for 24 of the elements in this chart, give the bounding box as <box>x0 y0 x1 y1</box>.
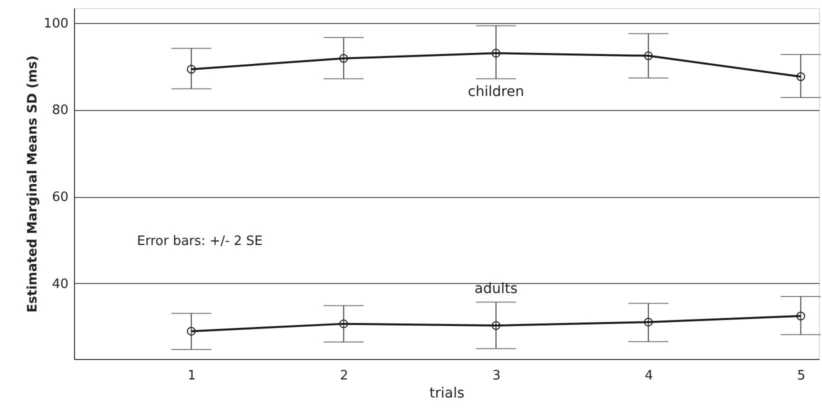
point <box>796 312 806 320</box>
y-tick-label: 80 <box>52 103 68 118</box>
x-tick-label: 4 <box>644 368 654 384</box>
point <box>644 318 653 326</box>
x-axis-title: trials <box>430 386 464 402</box>
x-tick-label: 2 <box>340 368 348 384</box>
y-tick-label: 100 <box>44 16 68 32</box>
annotation: Error bars: +/- 2 SE <box>137 234 263 249</box>
point <box>644 51 653 60</box>
y-axis-title: Estimated Marginal Means SD (ms) <box>26 55 41 313</box>
point <box>492 48 500 58</box>
x-tick-label: 5 <box>797 368 806 384</box>
point <box>186 326 196 336</box>
point <box>339 319 348 328</box>
text: children <box>468 84 524 100</box>
point <box>492 321 500 330</box>
point <box>796 72 806 81</box>
x-tick-label: 1 <box>188 368 196 384</box>
y-tick-label: 40 <box>52 276 68 292</box>
series-label: adults <box>474 281 518 298</box>
x-tick-label: 3 <box>492 368 501 384</box>
point <box>339 54 348 63</box>
point <box>186 64 196 74</box>
y-tick-label: 60 <box>52 190 68 206</box>
